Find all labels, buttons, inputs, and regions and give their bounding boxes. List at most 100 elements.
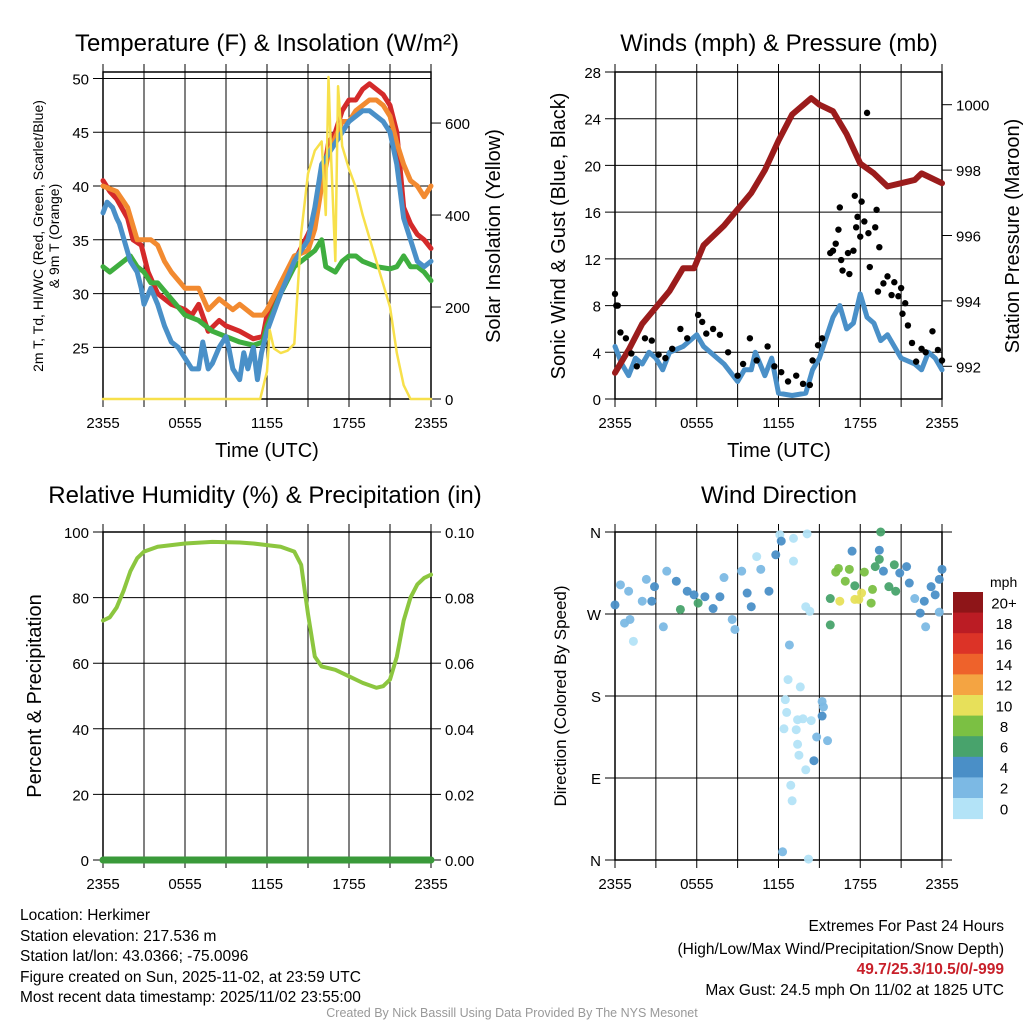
y-tick-label: 100 (64, 525, 89, 542)
extremes-title: Extremes For Past 24 Hours (808, 918, 1004, 935)
wind-direction-point (771, 550, 781, 560)
y-tick-label: E (591, 771, 601, 788)
gust-point (934, 346, 942, 354)
wind-direction-y-label: Direction (Colored By Speed) (551, 585, 570, 807)
wind-direction-point (857, 588, 867, 598)
x-tick-label: 1155 (251, 415, 283, 432)
legend-swatch (953, 633, 983, 655)
wind-direction-point (637, 596, 647, 606)
wind-direction-point (833, 563, 843, 573)
y2-tick-label: 0.10 (445, 525, 474, 542)
x-tick-label: 1755 (332, 876, 365, 893)
x-tick-label: 2355 (414, 415, 447, 432)
x-tick-label: 1755 (844, 876, 877, 893)
x-tick-label: 0555 (680, 876, 713, 893)
y2-tick-label: 0.02 (445, 787, 474, 804)
wind-direction-point (795, 682, 805, 692)
y-tick-label: 20 (584, 158, 601, 175)
wind-direction-point (801, 765, 811, 775)
y-tick-label: 25 (72, 340, 89, 357)
temperature-y-label-line2: & 9m T (Orange) (46, 183, 62, 289)
wind-direction-point (708, 604, 718, 614)
legend-swatch (953, 715, 983, 737)
x-tick-label: 1155 (762, 415, 794, 432)
legend-swatch (953, 756, 983, 778)
gust-point (888, 291, 895, 299)
legend-label: 2 (1000, 781, 1008, 798)
gust-point (709, 325, 717, 333)
wind-direction-point (719, 573, 729, 583)
x-tick-label: 1755 (332, 415, 365, 432)
gust-point (854, 213, 861, 221)
wind-direction-point (884, 582, 894, 592)
gust-point (872, 224, 879, 231)
elevation-text: Station elevation: 217.536 m (20, 927, 217, 945)
wind-direction-point (844, 564, 854, 574)
wind-direction-point (671, 576, 681, 586)
legend-title: mph (990, 574, 1017, 590)
y2-tick-label: 0 (445, 392, 453, 409)
wind-direction-point (812, 732, 822, 742)
legend-label: 16 (996, 637, 1013, 654)
wind-direction-point (764, 586, 774, 596)
plot-frame (614, 71, 943, 400)
winds-x-label: Time (UTC) (727, 440, 831, 462)
gust-point (669, 345, 676, 352)
temperature-y-label: 2m T, Td, HI/WC (Red, Green, Scarlet/Blu… (30, 100, 62, 372)
gust-point (929, 328, 936, 335)
gust-point (617, 329, 624, 336)
wind-direction-point (840, 576, 850, 586)
gust-point (857, 233, 864, 240)
gust-point (809, 357, 816, 364)
gust-point (899, 310, 906, 317)
legend-label: 10 (996, 698, 1013, 715)
y-tick-label: 16 (584, 205, 601, 222)
wind-direction-point (610, 600, 620, 610)
wind-direction-point (727, 614, 737, 624)
panel-3 (605, 524, 983, 868)
x-tick-label: 0555 (680, 415, 713, 432)
legend-label: 0 (1000, 801, 1008, 818)
y2-tick-label: 0.04 (445, 722, 474, 739)
wind-direction-point (662, 566, 672, 576)
y-tick-label: 0 (81, 853, 89, 870)
y-tick-label: 50 (72, 71, 89, 88)
gust-point (784, 378, 792, 385)
wind-direction-point (788, 556, 798, 566)
gust-point (880, 280, 887, 287)
gust-point (633, 363, 640, 370)
wind-direction-point (915, 608, 925, 618)
wind-direction-point (874, 545, 884, 555)
wind-direction-point (937, 564, 947, 574)
y-tick-label: 40 (72, 179, 89, 196)
wind-direction-point (625, 614, 635, 624)
wind-direction-point (776, 536, 786, 546)
gust-point (677, 325, 684, 333)
humidity-y-label: Percent & Precipitation (24, 594, 46, 798)
y-tick-label: 4 (593, 345, 601, 362)
gust-point (799, 380, 807, 388)
wind-direction-point (817, 696, 827, 706)
gust-point (858, 198, 865, 205)
temperature-chart-title: Temperature (F) & Insolation (W/m²) (74, 30, 460, 57)
gust-point (628, 350, 635, 357)
gust-point (902, 300, 909, 307)
y-tick-label: N (590, 853, 601, 870)
station-info: Location: Herkimer Station elevation: 21… (20, 906, 361, 1009)
wind-direction-point (798, 714, 808, 724)
gust-point (611, 290, 619, 298)
max-gust-text: Max Gust: 24.5 mph On 11/02 at 1825 UTC (705, 981, 1004, 999)
y-tick-label: 0 (593, 392, 601, 409)
wind-direction-point (870, 562, 880, 572)
gust-point (814, 342, 822, 349)
wind-direction-point (787, 796, 797, 806)
wind-direction-point (809, 756, 819, 766)
wind-direction-point (817, 711, 827, 721)
gust-point (873, 206, 880, 214)
figure-created-text: Figure created on Sun, 2025-11-02, at 23… (20, 968, 361, 986)
panel-2 (93, 524, 441, 868)
x-tick-label: 0555 (168, 415, 201, 432)
wind-direction-point (895, 568, 905, 578)
legend-swatch (953, 695, 983, 717)
